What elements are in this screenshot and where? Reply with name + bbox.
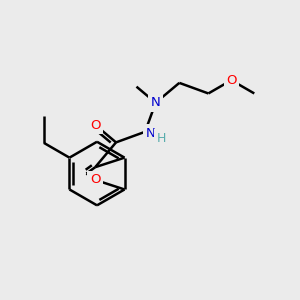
Text: N: N	[146, 127, 155, 140]
Text: O: O	[226, 74, 237, 87]
Text: O: O	[91, 119, 101, 132]
Text: H: H	[157, 132, 166, 145]
Text: N: N	[151, 96, 160, 109]
Text: O: O	[90, 173, 101, 186]
